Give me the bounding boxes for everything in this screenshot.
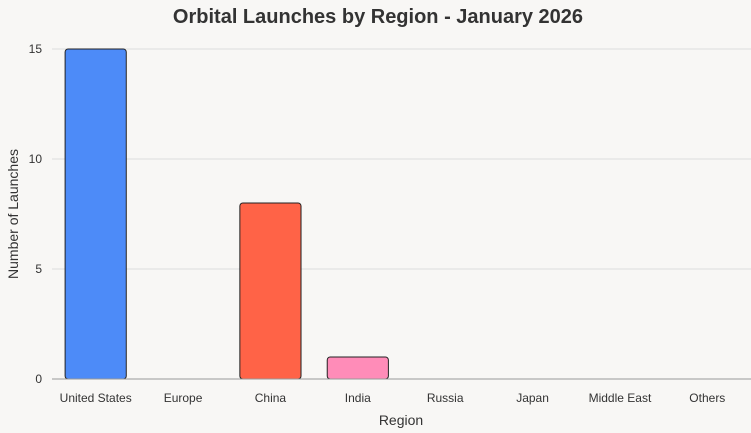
bars: [64, 48, 389, 380]
x-tick-label: Middle East: [589, 391, 652, 405]
bar-india: [326, 356, 389, 380]
x-tick-label: India: [345, 391, 371, 405]
y-tick-label: 10: [29, 152, 43, 166]
grid-lines: [52, 48, 751, 270]
y-tick-labels: 0 5 10 15: [29, 42, 43, 386]
bar-china: [239, 202, 302, 380]
x-axis-label: Region: [379, 412, 423, 428]
x-tick-label: Japan: [516, 391, 549, 405]
y-tick-label: 15: [29, 42, 43, 56]
bar-united-states: [64, 48, 127, 380]
y-axis-label: Number of Launches: [5, 149, 21, 279]
x-tick-labels: United States Europe China India Russia Japan…: [60, 391, 726, 405]
x-tick-label: Europe: [164, 391, 203, 405]
x-tick-label: Others: [689, 391, 725, 405]
y-tick-label: 0: [35, 372, 42, 386]
x-tick-label: United States: [60, 391, 132, 405]
x-tick-label: Russia: [427, 391, 464, 405]
chart-title: Orbital Launches by Region - January 202…: [173, 6, 583, 28]
y-tick-label: 5: [35, 262, 42, 276]
x-tick-label: China: [255, 391, 287, 405]
